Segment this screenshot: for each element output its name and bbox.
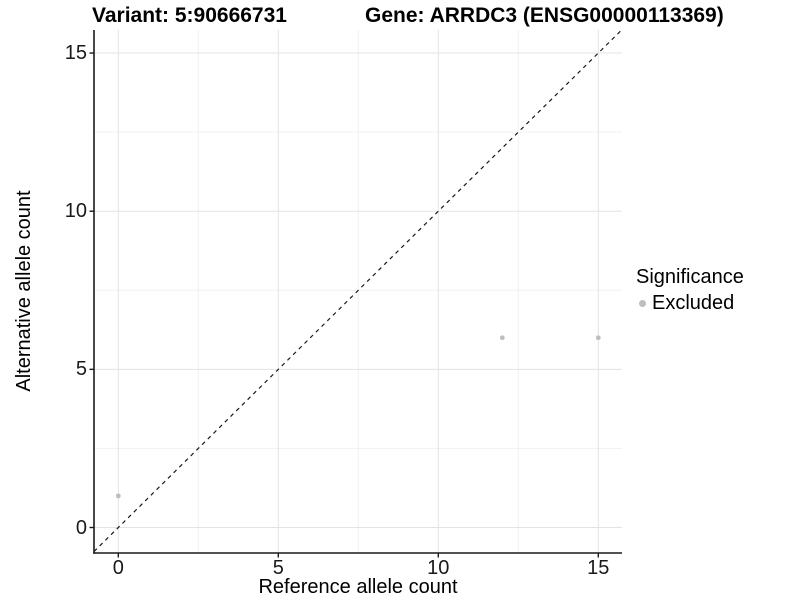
legend: Significance Excluded (636, 265, 744, 315)
x-tick-label: 15 (587, 557, 610, 579)
x-tick-label: 10 (427, 557, 450, 579)
legend-item-label: Excluded (652, 292, 735, 314)
y-tick-label: 10 (64, 200, 87, 223)
x-tick-label: 0 (112, 557, 124, 579)
y-axis-title: Alternative allele count (13, 190, 35, 392)
legend-item-excluded: Excluded (636, 291, 744, 315)
y-tick-label: 5 (75, 358, 87, 381)
y-tick-label: 15 (64, 42, 87, 65)
excluded-point-swatch (639, 299, 646, 307)
identity-reference-line (93, 29, 623, 552)
x-axis-title: Reference allele count (258, 576, 458, 598)
legend-title: Significance (636, 266, 744, 288)
data-point (499, 335, 505, 341)
y-tick-label: 0 (75, 516, 87, 539)
data-point (115, 493, 121, 499)
x-tick-label: 5 (272, 557, 284, 579)
plot-title-gene: Gene: ARRDC3 (ENSG00000113369) (365, 4, 724, 27)
plot-title-variant: Variant: 5:90666731 (92, 4, 287, 27)
data-point (595, 335, 601, 341)
